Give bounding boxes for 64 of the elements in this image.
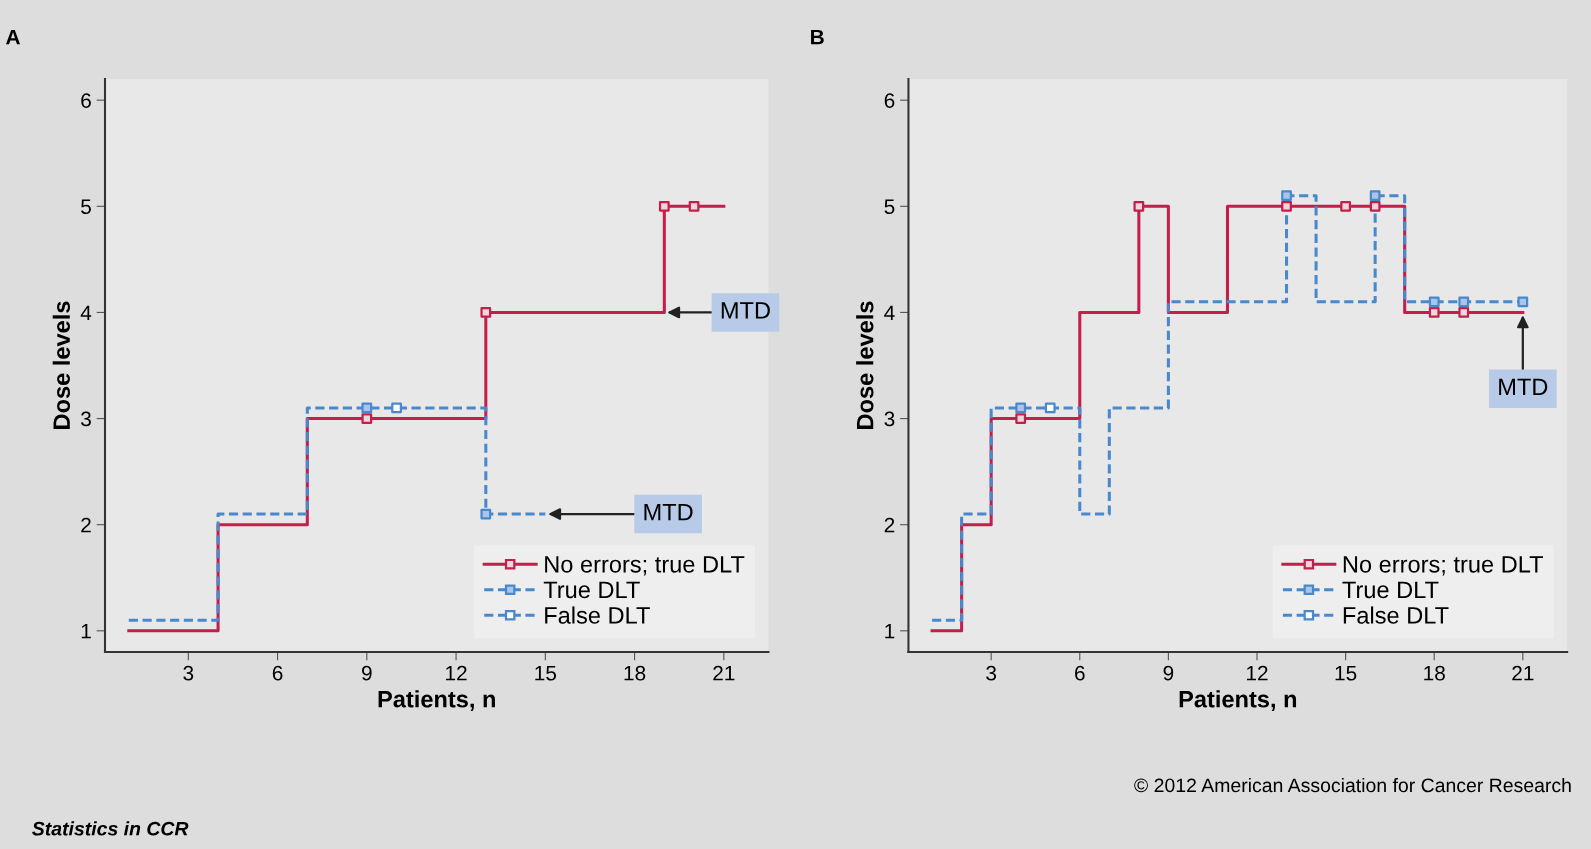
y-tick-label: 2 — [884, 517, 895, 533]
point — [480, 508, 492, 520]
x-tick-label: 12 — [446, 665, 467, 681]
y-tick-label: 5 — [81, 199, 91, 215]
point — [1458, 296, 1470, 308]
point — [1428, 307, 1440, 318]
y-tick-label: 4 — [80, 305, 92, 320]
y-tick-label: 4 — [884, 305, 895, 320]
point — [1458, 307, 1470, 318]
point — [1428, 296, 1440, 308]
x-axis-title: Patients, n — [1179, 690, 1297, 711]
y-tick-label: 1 — [81, 624, 91, 639]
x-tick-label: 3 — [183, 665, 194, 681]
point — [480, 307, 492, 318]
x-tick-label: 9 — [362, 665, 372, 681]
y-tick-label: 6 — [81, 93, 91, 108]
annotation: MTD — [644, 503, 693, 521]
y-tick-label: 3 — [81, 411, 91, 427]
x-tick-label: 12 — [1247, 665, 1268, 681]
point — [1281, 200, 1292, 212]
y-tick-label: 2 — [81, 517, 91, 533]
text: Statistics in CCR — [32, 821, 189, 836]
x-tick-label: 6 — [1075, 665, 1085, 681]
x-tick-label: 15 — [535, 665, 557, 681]
x-tick-label: 9 — [1163, 665, 1174, 681]
point — [1133, 200, 1145, 212]
x-tick-label: 21 — [1512, 665, 1534, 681]
annotation: MTD — [1499, 378, 1548, 395]
point — [1015, 413, 1027, 424]
annotation: MTD — [721, 302, 770, 319]
point — [361, 402, 373, 414]
point — [1369, 200, 1381, 212]
x-axis-title: Patients, n — [378, 690, 495, 711]
chart-title: A — [6, 29, 20, 45]
legend-label: True DLT — [543, 581, 640, 599]
point — [1517, 296, 1529, 308]
x-tick-label: 6 — [272, 665, 283, 681]
y-tick-label: 1 — [885, 624, 895, 639]
point — [1015, 402, 1027, 414]
legend-label: No errors; true DLT — [1343, 556, 1543, 576]
point — [658, 200, 670, 212]
text: © 2012 American Association for Cancer Research — [1134, 777, 1571, 793]
y-axis-title: Dose levels — [52, 301, 70, 429]
x-tick-label: 18 — [624, 665, 646, 681]
y-tick-label: 5 — [884, 199, 895, 215]
x-tick-label: 3 — [986, 665, 997, 681]
point — [1340, 200, 1351, 212]
legend-label: False DLT — [545, 606, 650, 624]
point — [361, 413, 373, 424]
point — [1044, 402, 1056, 414]
point — [1281, 190, 1292, 202]
y-tick-label: 6 — [884, 93, 895, 108]
x-tick-label: 18 — [1424, 665, 1445, 681]
x-tick-label: 15 — [1335, 665, 1357, 681]
y-axis-title: Dose levels — [856, 301, 874, 429]
point — [688, 200, 700, 212]
chart-title: B — [811, 29, 824, 45]
legend-label: True DLT — [1342, 581, 1439, 599]
point — [391, 402, 402, 414]
x-tick-label: 21 — [713, 665, 735, 681]
legend-label: False DLT — [1343, 606, 1449, 624]
y-tick-label: 3 — [884, 411, 895, 427]
point — [1369, 190, 1381, 202]
legend-label: No errors; true DLT — [545, 556, 745, 576]
